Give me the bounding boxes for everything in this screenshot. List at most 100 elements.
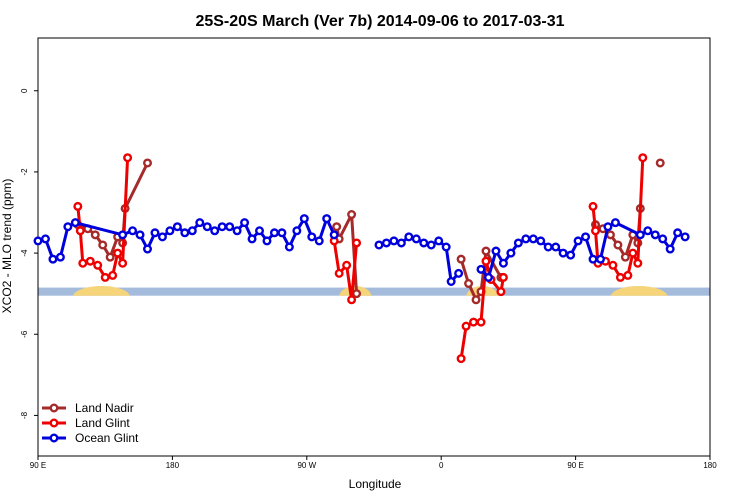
data-point [381, 238, 391, 248]
data-point [105, 252, 115, 262]
y-tick-label: 0 [20, 88, 29, 93]
land-ocean-band [38, 285, 710, 296]
data-point [347, 210, 357, 220]
data-point [172, 222, 182, 232]
data-point [334, 268, 344, 278]
data-point [187, 226, 197, 236]
data-point [143, 244, 153, 254]
x-tick-label: 180 [703, 461, 717, 470]
data-point [396, 238, 406, 248]
data-point [483, 272, 493, 282]
data-point [476, 317, 486, 327]
data-point [180, 228, 190, 238]
y-tick-label: -6 [20, 330, 29, 338]
data-point [615, 272, 625, 282]
data-point [118, 258, 128, 268]
data-point [471, 295, 481, 305]
data-point [506, 248, 516, 258]
data-point [40, 234, 50, 244]
x-tick-label: 90 E [567, 461, 583, 470]
data-point [536, 236, 546, 246]
data-point [464, 279, 474, 289]
data-point [638, 153, 648, 163]
data-point [603, 222, 613, 232]
x-tick-label: 0 [439, 461, 444, 470]
data-point [426, 240, 436, 250]
data-point [202, 222, 212, 232]
data-point [284, 242, 294, 252]
data-point [374, 240, 384, 250]
plot-frame [37, 37, 711, 457]
data-point [658, 234, 668, 244]
data-point [481, 246, 491, 256]
data-point [588, 254, 598, 264]
data-point [521, 234, 531, 244]
data-point [100, 272, 110, 282]
data-point [113, 248, 123, 258]
data-point [118, 230, 128, 240]
data-point [128, 226, 138, 236]
data-point [673, 228, 683, 238]
data-point [232, 226, 242, 236]
series-line [591, 157, 645, 279]
data-point [491, 246, 501, 256]
data-point [85, 256, 95, 266]
data-point [623, 270, 633, 280]
data-point [441, 242, 451, 252]
data-point [680, 232, 690, 242]
data-point [456, 354, 466, 364]
data-point [581, 232, 591, 242]
y-tick-label: -2 [20, 168, 29, 176]
data-point [55, 252, 65, 262]
data-point [292, 226, 302, 236]
data-point [93, 260, 103, 270]
data-point [588, 201, 598, 211]
legend-label: Ocean Glint [75, 431, 139, 445]
data-point [165, 226, 175, 236]
data-point [498, 258, 508, 268]
data-point [48, 254, 58, 264]
data-point [269, 228, 279, 238]
data-point [150, 228, 160, 238]
data-point [322, 214, 332, 224]
data-point [225, 222, 235, 232]
data-point [446, 276, 456, 286]
x-axis-title: Longitude [349, 477, 402, 491]
data-point [73, 201, 83, 211]
data-point [135, 230, 145, 240]
data-point [665, 244, 675, 254]
data-point [608, 260, 618, 270]
x-tick-label: 90 E [30, 461, 46, 470]
data-point [352, 238, 362, 248]
data-point [143, 158, 153, 168]
data-point [240, 218, 250, 228]
series-land-glint [73, 153, 648, 364]
data-point [419, 238, 429, 248]
data-point [635, 230, 645, 240]
data-point [90, 230, 100, 240]
legend-label: Land Nadir [75, 401, 134, 415]
data-point [454, 268, 464, 278]
data-point [655, 158, 665, 168]
land-patch [610, 285, 668, 296]
data-point [643, 226, 653, 236]
data-point [329, 230, 339, 240]
data-point [573, 236, 583, 246]
data-point [75, 226, 85, 236]
y-axis-title: XCO2 - MLO trend (ppm) [0, 179, 14, 314]
legend-marker [49, 433, 59, 443]
data-point [498, 272, 508, 282]
data-point [299, 214, 309, 224]
data-point [456, 254, 466, 264]
data-point [528, 234, 538, 244]
data-point [461, 321, 471, 331]
data-point [551, 242, 561, 252]
data-point [78, 258, 88, 268]
data-point [650, 230, 660, 240]
data-point [476, 264, 486, 274]
y-tick-label: -8 [20, 411, 29, 419]
data-point [434, 236, 444, 246]
data-point [481, 256, 491, 266]
